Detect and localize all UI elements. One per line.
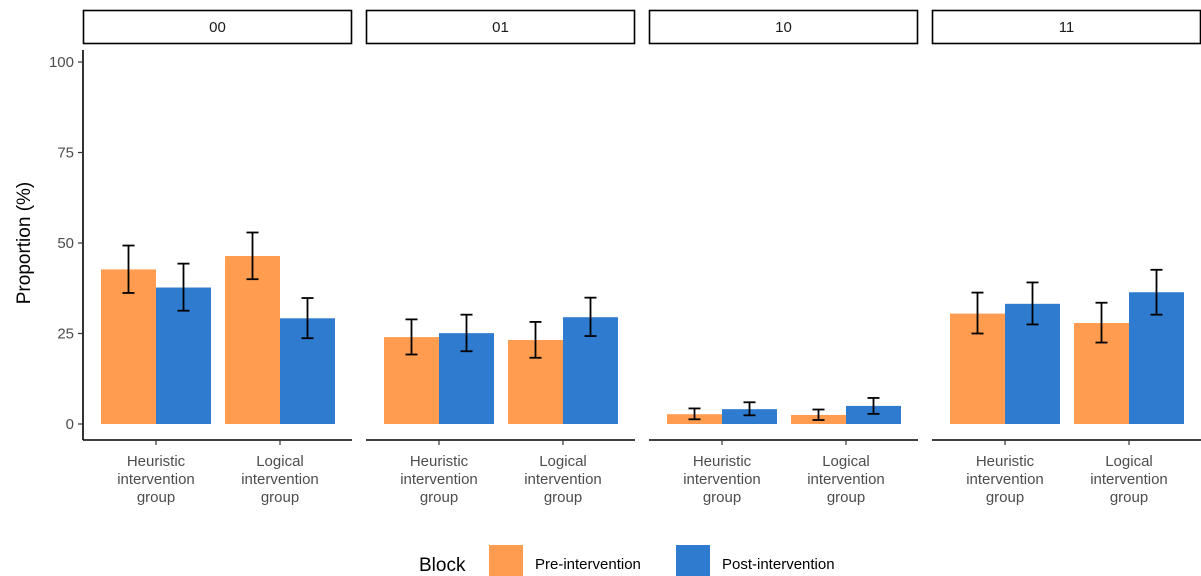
y-tick-label: 100 [49,54,74,71]
x-tick-label: intervention [966,471,1044,488]
legend-title: Block [419,555,466,576]
x-tick-label: intervention [524,471,602,488]
legend-label: Post-intervention [722,556,835,573]
bar-pre [225,256,280,424]
x-tick-label: group [420,489,458,506]
x-tick-label: Heuristic [127,453,186,470]
y-tick-label: 0 [66,416,74,433]
legend-swatch [676,545,710,576]
x-tick-label: Logical [256,453,304,470]
x-tick-label: group [1110,489,1148,506]
x-tick-label: Heuristic [693,453,752,470]
y-axis-title: Proportion (%) [14,182,35,305]
x-tick-label: intervention [807,471,885,488]
x-tick-label: intervention [683,471,761,488]
y-tick-label: 25 [57,326,74,343]
legend-label: Pre-intervention [535,556,641,573]
x-tick-label: intervention [400,471,478,488]
x-tick-label: group [137,489,175,506]
x-tick-label: group [703,489,741,506]
x-tick-label: group [261,489,299,506]
facet-strip-label: 11 [1059,19,1075,36]
legend-swatch [489,545,523,576]
facet-strip-label: 10 [775,19,792,36]
x-tick-label: Heuristic [976,453,1035,470]
x-tick-label: Logical [1105,453,1153,470]
y-tick-label: 75 [57,145,74,162]
x-tick-label: group [986,489,1024,506]
x-tick-label: intervention [241,471,319,488]
x-tick-label: Heuristic [410,453,469,470]
x-tick-label: intervention [117,471,195,488]
facet-strip-label: 01 [492,19,509,36]
y-tick-label: 50 [57,235,74,252]
x-tick-label: intervention [1090,471,1168,488]
x-tick-label: Logical [539,453,587,470]
x-tick-label: group [827,489,865,506]
x-tick-label: Logical [822,453,870,470]
x-tick-label: group [544,489,582,506]
facet-strip-label: 00 [209,19,226,36]
